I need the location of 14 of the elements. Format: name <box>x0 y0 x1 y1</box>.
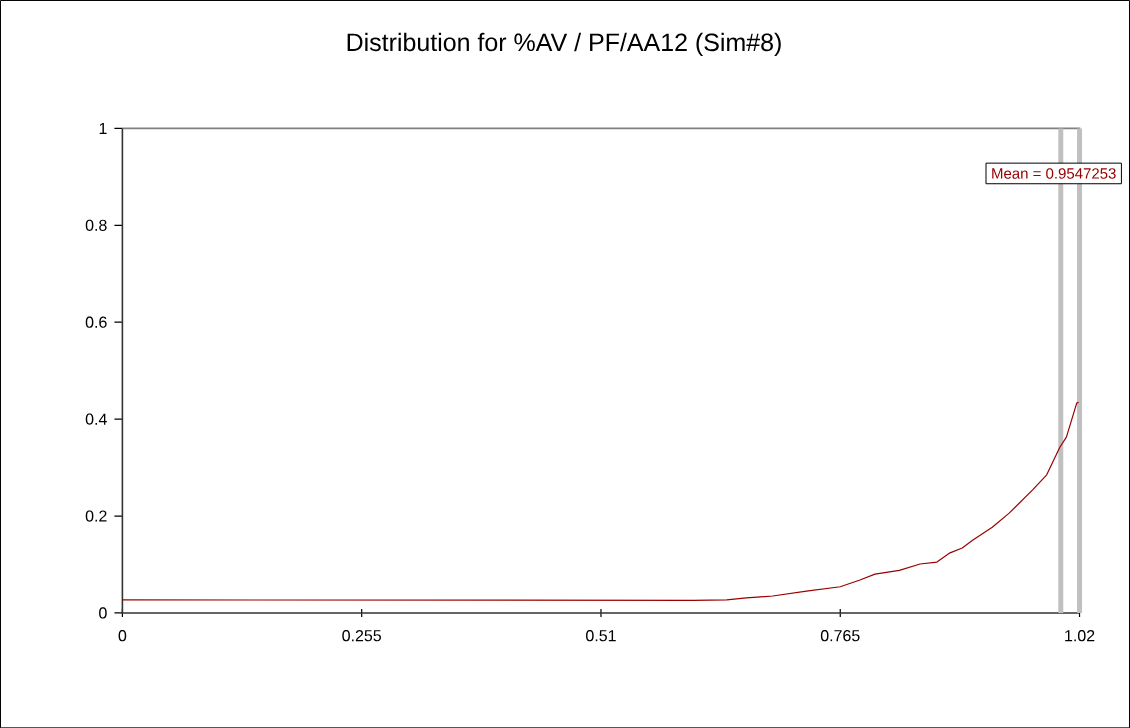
y-tick-label: 0.2 <box>85 510 107 522</box>
x-tick-label: 0 <box>118 629 127 642</box>
chart-title: Distribution for %AV / PF/AA12 (Sim#8) <box>347 32 781 56</box>
y-tick-label: 0 <box>99 607 107 619</box>
line-series <box>121 401 1080 601</box>
y-tick-label: 0.4 <box>85 413 107 425</box>
x-tick-label: 0.255 <box>342 629 381 642</box>
y-tick-label: 0.6 <box>85 316 107 328</box>
y-tick-label: 1 <box>99 122 107 134</box>
x-tick-label: 0.765 <box>820 629 860 642</box>
x-tick-label: 1.02 <box>1065 629 1095 642</box>
x-tick-label: 0.51 <box>586 629 616 642</box>
y-tick-label: 0.8 <box>85 219 107 231</box>
annotation: Mean = 0.9547253 <box>992 167 1116 179</box>
